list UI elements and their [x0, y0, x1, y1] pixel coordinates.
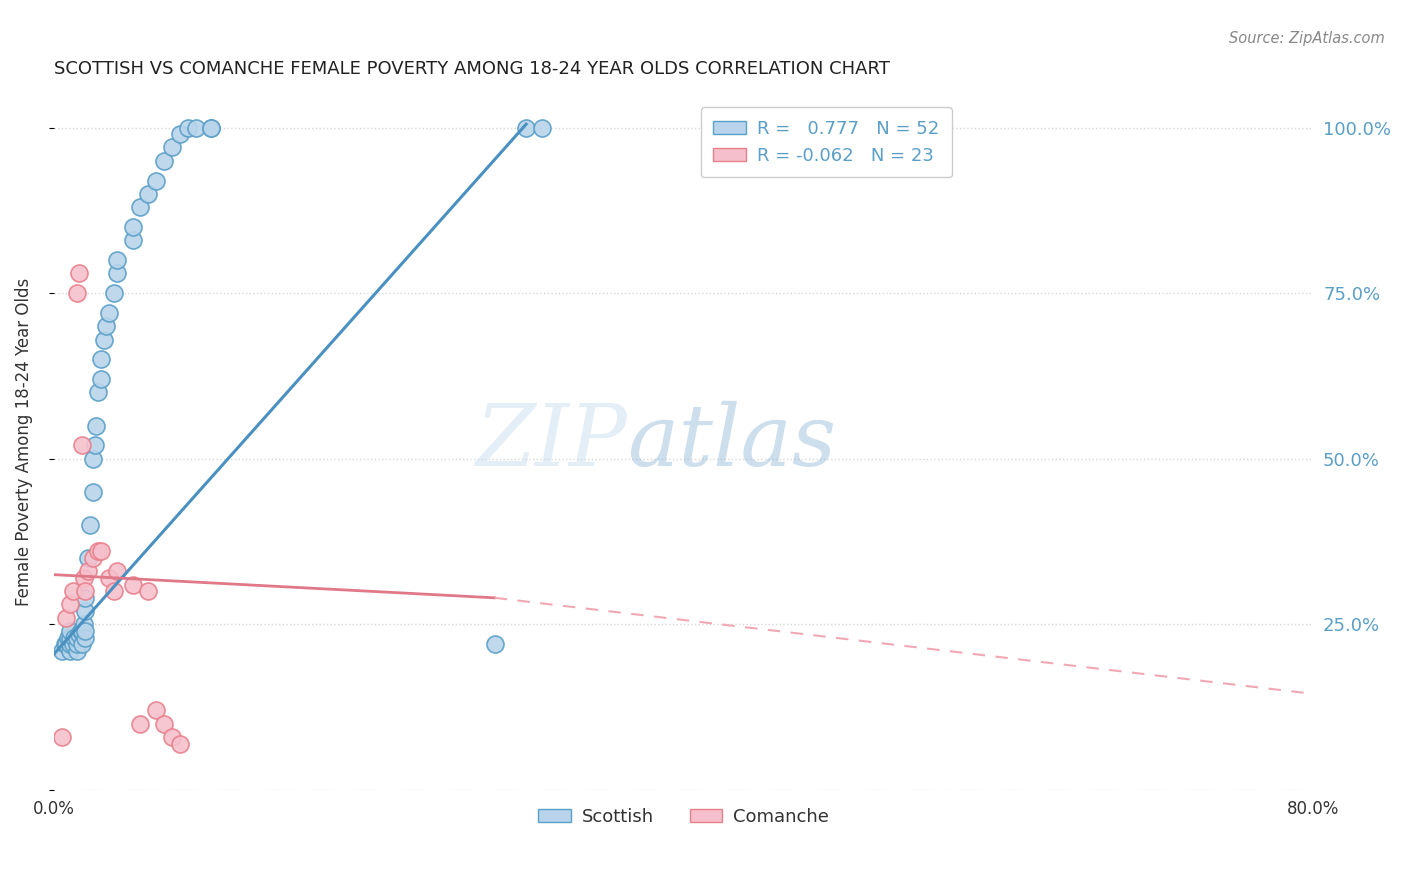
Point [121, 219, 143, 234]
Point [77, 565, 100, 579]
Point [66, 631, 89, 645]
Point [75, 631, 97, 645]
Point [62, 637, 84, 651]
Point [82, 551, 104, 566]
Point [103, 286, 125, 301]
Point [66, 637, 89, 651]
Point [87, 544, 110, 558]
Point [90, 372, 112, 386]
Point [58, 598, 80, 612]
Point [103, 584, 125, 599]
Point [121, 577, 143, 591]
Text: atlas: atlas [627, 401, 837, 483]
Point [515, 120, 537, 135]
Point [97, 306, 120, 320]
Point [51, 644, 73, 658]
Point [63, 631, 86, 645]
Point [82, 484, 104, 499]
Point [105, 565, 128, 579]
Point [153, 716, 176, 731]
Point [87, 385, 110, 400]
Point [66, 644, 89, 658]
Point [105, 253, 128, 268]
Point [55, 637, 77, 651]
Point [97, 571, 120, 585]
Point [70, 438, 93, 452]
Point [58, 631, 80, 645]
Point [69, 624, 91, 638]
Point [58, 644, 80, 658]
Point [145, 703, 167, 717]
Point [70, 624, 93, 638]
Point [184, 120, 207, 135]
Point [77, 551, 100, 566]
Legend: Scottish, Comanche: Scottish, Comanche [531, 801, 837, 833]
Point [94, 319, 117, 334]
Point [200, 120, 222, 135]
Point [153, 153, 176, 168]
Point [79, 518, 101, 533]
Point [62, 584, 84, 599]
Point [83, 438, 105, 452]
Point [129, 200, 152, 214]
Point [169, 127, 191, 141]
Point [75, 584, 97, 599]
Point [145, 173, 167, 187]
Point [136, 186, 159, 201]
Point [66, 286, 89, 301]
Point [176, 120, 198, 135]
Y-axis label: Female Poverty Among 18-24 Year Olds: Female Poverty Among 18-24 Year Olds [15, 278, 32, 607]
Point [55, 610, 77, 624]
Point [75, 604, 97, 618]
Point [53, 637, 76, 651]
Point [90, 352, 112, 367]
Text: SCOTTISH VS COMANCHE FEMALE POVERTY AMONG 18-24 YEAR OLDS CORRELATION CHART: SCOTTISH VS COMANCHE FEMALE POVERTY AMON… [53, 60, 890, 78]
Point [56, 631, 79, 645]
Point [484, 637, 506, 651]
Point [160, 140, 183, 154]
Point [51, 730, 73, 744]
Text: ZIP: ZIP [475, 401, 627, 483]
Point [530, 120, 553, 135]
Point [73, 617, 96, 632]
Point [169, 737, 191, 751]
Point [82, 451, 104, 466]
Point [75, 591, 97, 605]
Point [58, 624, 80, 638]
Point [129, 716, 152, 731]
Point [58, 637, 80, 651]
Point [73, 571, 96, 585]
Point [90, 544, 112, 558]
Point [67, 266, 90, 280]
Point [70, 637, 93, 651]
Point [200, 120, 222, 135]
Point [160, 730, 183, 744]
Point [121, 233, 143, 247]
Point [75, 624, 97, 638]
Text: Source: ZipAtlas.com: Source: ZipAtlas.com [1229, 31, 1385, 46]
Point [105, 266, 128, 280]
Point [93, 333, 115, 347]
Point [86, 418, 108, 433]
Point [67, 627, 90, 641]
Point [136, 584, 159, 599]
